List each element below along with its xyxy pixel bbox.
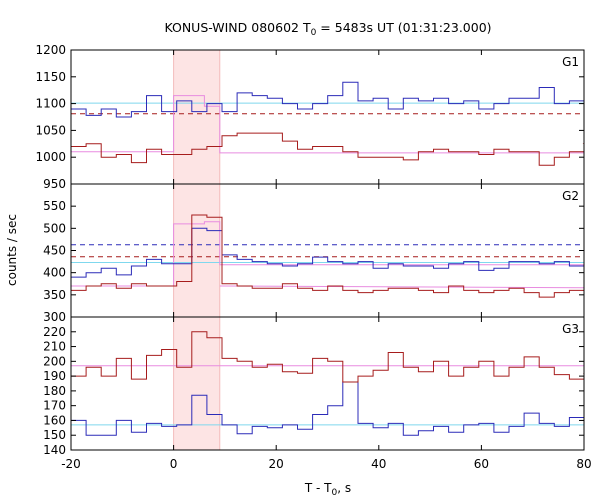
y-tick-label: 160 <box>43 413 66 427</box>
y-tick-label: 1200 <box>35 43 66 57</box>
highlight-band <box>173 317 220 450</box>
x-tick-label: 20 <box>269 457 284 471</box>
fit-line <box>219 285 584 289</box>
y-tick-label: 190 <box>43 369 66 383</box>
highlight-band <box>173 184 220 317</box>
y-tick-label: 400 <box>43 266 66 280</box>
x-tick-label: 80 <box>576 457 591 471</box>
y-tick-label: 500 <box>43 221 66 235</box>
chart-title: KONUS-WIND 080602 T0 = 5483s UT (01:31:2… <box>164 20 491 38</box>
y-tick-label: 1050 <box>35 123 66 137</box>
x-tick-label: 40 <box>371 457 386 471</box>
y-tick-label: 210 <box>43 340 66 354</box>
y-tick-label: 220 <box>43 325 66 339</box>
y-tick-label: 140 <box>43 443 66 457</box>
chart-panels: 95010001050110011501200G1300350400450500… <box>35 43 591 471</box>
fit-line <box>71 95 584 154</box>
chart-title-tail: = 5483s UT (01:31:23.000) <box>316 20 491 35</box>
y-tick-label: 1000 <box>35 150 66 164</box>
panel-data <box>71 214 584 298</box>
step-series-red <box>71 331 584 383</box>
chart-title-subscript: 0 <box>311 28 317 38</box>
panel-label: G1 <box>562 55 579 69</box>
step-series-red <box>71 132 584 166</box>
step-series-blue <box>71 227 584 278</box>
step-series-blue <box>71 81 584 118</box>
highlight-band <box>173 50 220 184</box>
y-tick-label: 180 <box>43 384 66 398</box>
y-tick-label: 550 <box>43 199 66 213</box>
y-tick-label: 150 <box>43 428 66 442</box>
panel-data <box>71 331 584 436</box>
x-tick-label: 0 <box>170 457 178 471</box>
step-series-blue <box>71 381 584 436</box>
panel-data <box>71 81 584 166</box>
y-tick-label: 170 <box>43 399 66 413</box>
x-axis-label: T - T0, s <box>304 481 351 498</box>
panel-frame <box>70 316 585 451</box>
panel-label: G3 <box>562 322 579 336</box>
y-tick-label: 1150 <box>35 70 66 84</box>
panel-g1: 950 1000 1050 1100 1150 1200 G1 <box>35 43 585 191</box>
step-series-red <box>71 214 584 298</box>
fit-line <box>71 221 584 287</box>
panel-frame <box>70 183 585 318</box>
y-tick-label: 950 <box>43 177 66 191</box>
panel-frame <box>70 49 585 185</box>
y-tick-label: 450 <box>43 244 66 258</box>
panel-g2: 300 350 400 450 500 550 G2 <box>43 183 585 324</box>
x-tick-label: 60 <box>474 457 489 471</box>
x-axis-label-tail: , s <box>337 481 351 495</box>
panel-label: G2 <box>562 189 579 203</box>
y-tick-label: 350 <box>43 288 66 302</box>
x-axis-label-subscript: 0 <box>332 488 338 498</box>
y-tick-label: 300 <box>43 310 66 324</box>
x-tick-label: -20 <box>61 457 81 471</box>
y-tick-label: 200 <box>43 354 66 368</box>
y-axis-label: counts / sec <box>5 214 19 286</box>
y-tick-label: 1100 <box>35 97 66 111</box>
